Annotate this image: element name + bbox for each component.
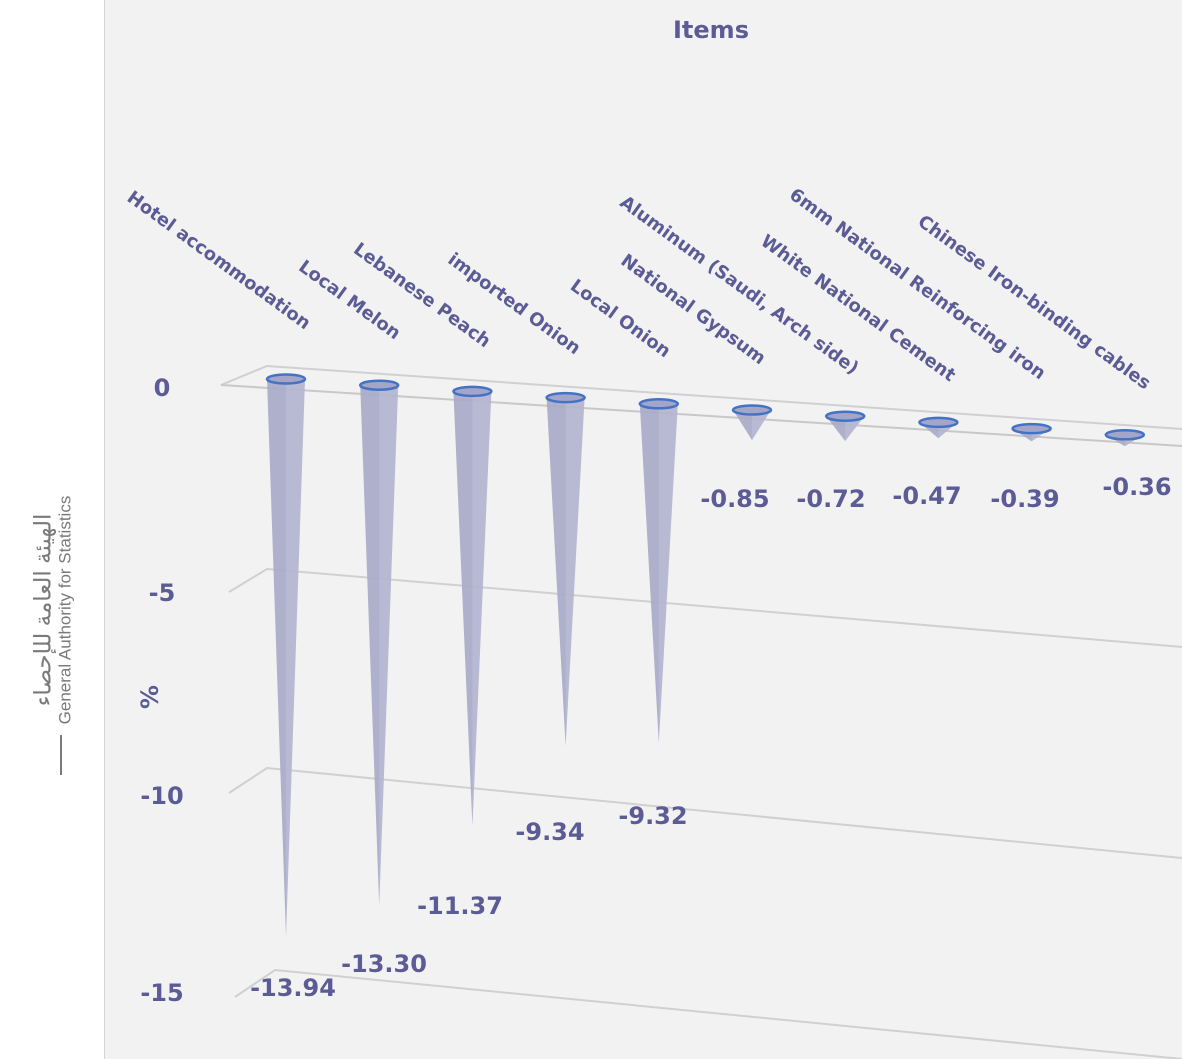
x-axis-title: Items — [673, 16, 749, 44]
cone-bar — [360, 385, 399, 906]
cone-bar — [267, 379, 305, 937]
cone-rim — [824, 410, 866, 422]
cone-highlight — [845, 416, 865, 442]
y-tick-label: -5 — [149, 579, 176, 607]
brand-arabic-name: الهيئة العامة للإحصاء — [29, 513, 56, 707]
chart-panel: 0 -5 -10 -15 -13.94 -13.30 -11.37 -9.34 -9.32 -0… — [105, 0, 1182, 1059]
brand-logo-text: الهيئة العامة للإحصاء General Authority … — [30, 496, 75, 725]
gridline-2 — [228, 766, 1182, 859]
value-label: -0.47 — [892, 482, 961, 510]
brand-english-name: General Authority for Statistics — [55, 495, 75, 725]
cone-bar — [826, 416, 865, 442]
category-label: National Gypsum — [617, 250, 770, 369]
cone-rim — [1011, 422, 1052, 435]
cone-highlight — [379, 385, 399, 906]
brand-sidebar: الهيئة العامة للإحصاء General Authority … — [0, 0, 105, 1059]
value-label: -13.30 — [341, 950, 427, 978]
category-label: Hotel accommodation — [123, 187, 314, 334]
y-tick-label: -10 — [140, 782, 183, 810]
value-labels: -13.94-13.30 -11.37 -9.34 -9.32 -0.85 -0.72 -0… — [250, 473, 1172, 1002]
cone-chart: 0 -5 -10 -15 -13.94-13.30 -11.37 -9.34 -9.32 -0… — [123, 16, 1182, 1059]
brand-divider — [60, 735, 62, 775]
value-label: -0.39 — [990, 485, 1059, 513]
value-label: -9.34 — [515, 818, 584, 846]
category-label: imported Onion — [444, 249, 585, 359]
y-axis-title: % — [136, 685, 164, 709]
cone-highlight — [565, 397, 585, 746]
value-label: -0.72 — [796, 485, 865, 513]
cone-rim — [545, 391, 586, 404]
value-label: -11.37 — [417, 892, 503, 920]
value-label: -13.94 — [250, 974, 336, 1002]
value-label: -0.85 — [700, 485, 769, 513]
cone-bar — [639, 403, 678, 744]
cone-highlight — [752, 410, 771, 441]
cone-rim — [358, 379, 400, 391]
cone-bar — [546, 397, 585, 746]
cone-rim — [918, 416, 959, 429]
cone-rim — [731, 404, 773, 416]
value-label: -9.32 — [618, 802, 687, 830]
cone-highlight — [286, 379, 305, 937]
gridline-0 — [220, 364, 1182, 430]
cone-highlight — [658, 403, 678, 744]
cone-bar — [453, 391, 492, 826]
value-label: -0.36 — [1102, 473, 1171, 501]
cone-rim — [265, 373, 307, 385]
cone-bar — [733, 410, 771, 441]
cone-highlight — [472, 391, 492, 826]
cone-rim — [1104, 429, 1146, 441]
gridline-3 — [234, 968, 1182, 1059]
y-tick-label: -15 — [140, 979, 183, 1007]
category-label: Lebanese Peach — [349, 239, 494, 352]
y-tick-label: 0 — [154, 374, 171, 402]
gridline-1 — [228, 567, 1182, 648]
cones — [265, 373, 1146, 937]
cone-rim — [638, 398, 680, 410]
cone-rim — [452, 385, 493, 398]
y-tick-labels: 0 -5 -10 -15 — [140, 374, 183, 1007]
